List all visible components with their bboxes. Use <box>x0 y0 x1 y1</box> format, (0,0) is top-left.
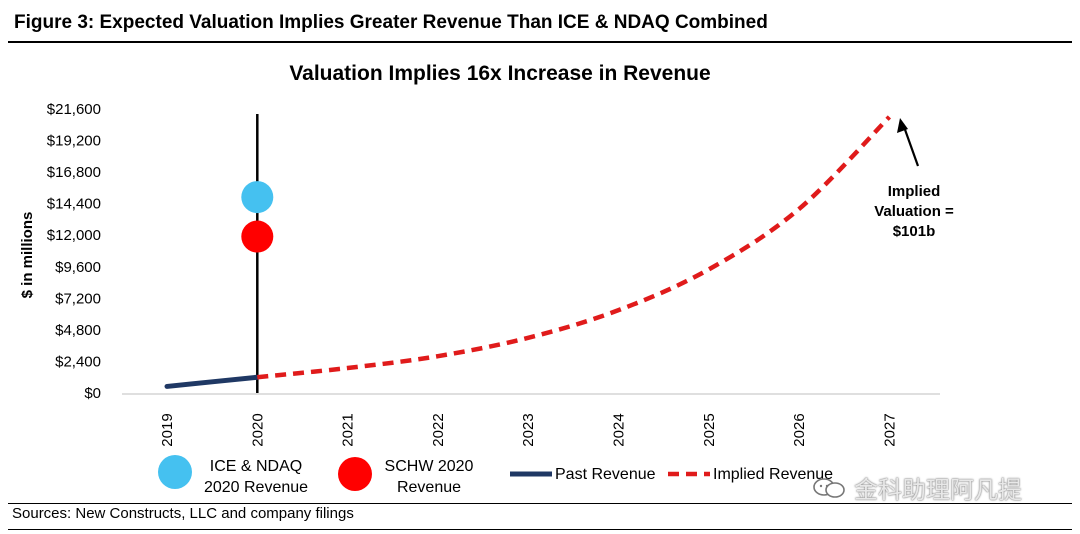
legend-ice-ndaq-line-2: 2020 Revenue <box>204 479 308 496</box>
legend-schw-swatch <box>338 457 372 491</box>
annotation-arrow <box>901 123 920 167</box>
y-tick-label: $16,800 <box>47 164 101 181</box>
annotation-line-2: Valuation = <box>874 203 954 220</box>
legend: ICE & NDAQ 2020 Revenue SCHW 2020 Revenu… <box>158 455 833 496</box>
x-tick-label: 2019 <box>159 413 176 446</box>
source-note: Sources: New Constructs, LLC and company… <box>12 505 354 522</box>
watermark: 金科助理阿凡提 <box>812 470 1022 505</box>
legend-implied-label: Implied Revenue <box>713 466 833 483</box>
ice-ndaq-marker <box>241 181 274 214</box>
y-tick-label: $14,400 <box>47 196 101 213</box>
y-axis-label: $ in millions <box>19 212 36 299</box>
y-tick-label: $2,400 <box>55 353 101 370</box>
title-rule <box>8 41 1072 43</box>
x-tick-label: 2025 <box>701 413 718 446</box>
implied-revenue-line <box>257 115 892 380</box>
x-tick-label: 2022 <box>430 413 447 446</box>
y-axis-ticks: $0 $2,400 $4,800 $7,200 $9,600 $12,000 $14,400… <box>47 101 101 402</box>
x-tick-label: 2026 <box>791 413 808 446</box>
watermark-text: 金科助理阿凡提 <box>854 477 1022 504</box>
figure-title: Figure 3: Expected Valuation Implies Gre… <box>14 12 768 33</box>
legend-schw-line-1: SCHW 2020 <box>385 458 474 475</box>
revenue-chart: Valuation Implies 16x Increase in Revenu… <box>19 62 954 496</box>
legend-past-label: Past Revenue <box>555 466 656 483</box>
x-tick-label: 2020 <box>249 413 266 446</box>
y-tick-label: $21,600 <box>47 101 101 118</box>
annotation-line-1: Implied <box>888 183 941 200</box>
annotation-arrow-head <box>897 118 908 133</box>
x-tick-label: 2027 <box>881 413 898 446</box>
source-rule <box>8 503 1072 504</box>
x-tick-label: 2021 <box>340 413 357 446</box>
y-tick-label: $4,800 <box>55 322 101 339</box>
annotation-line-3: $101b <box>893 223 936 240</box>
y-tick-label: $12,000 <box>47 227 101 244</box>
y-tick-label: $19,200 <box>47 133 101 150</box>
y-tick-label: $0 <box>84 385 101 402</box>
x-tick-label: 2024 <box>611 413 628 446</box>
bottom-rule <box>8 529 1072 530</box>
y-tick-label: $9,600 <box>55 259 101 276</box>
y-tick-label: $7,200 <box>55 290 101 307</box>
schw-marker <box>241 220 274 253</box>
legend-ice-ndaq-swatch <box>158 455 192 489</box>
past-revenue-line <box>164 374 260 389</box>
valuation-annotation: Implied Valuation = $101b <box>874 118 954 240</box>
chat-bubble-icon <box>813 477 845 498</box>
legend-schw-line-2: Revenue <box>397 479 461 496</box>
chart-title: Valuation Implies 16x Increase in Revenu… <box>289 62 710 85</box>
x-tick-label: 2023 <box>520 413 537 446</box>
x-axis-ticks: 2019 2020 2021 2022 2023 2024 2025 2026 2027 <box>159 413 898 446</box>
legend-ice-ndaq-line-1: ICE & NDAQ <box>210 458 302 475</box>
